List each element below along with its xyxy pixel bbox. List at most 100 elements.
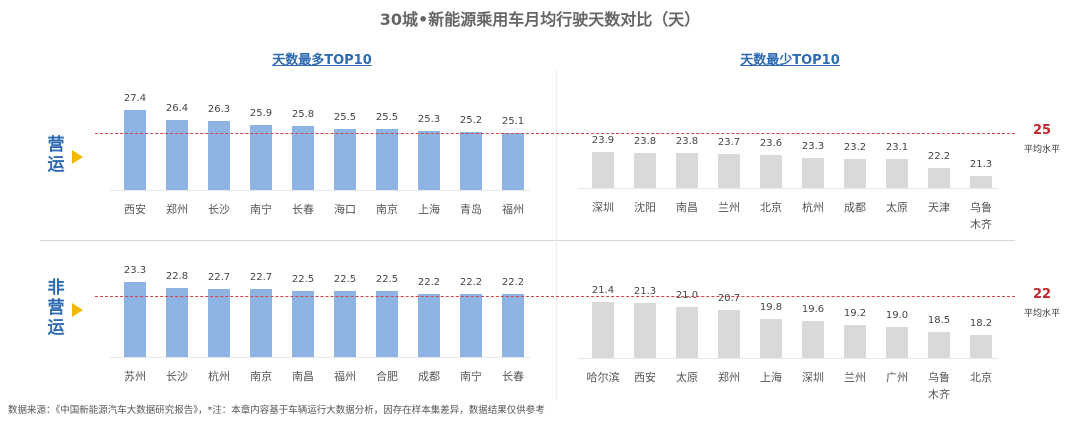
category-label: 南宁 — [460, 370, 482, 383]
data-label: 22.5 — [291, 274, 315, 285]
bar — [676, 153, 698, 188]
data-label: 25.3 — [417, 114, 441, 125]
category-label: 哈尔滨 — [586, 371, 620, 384]
average-line-commercial — [95, 133, 1015, 134]
subtitle-least: 天数最少TOP10 — [740, 53, 840, 68]
bar — [460, 132, 482, 190]
bar — [592, 152, 614, 188]
bar — [718, 153, 740, 188]
category-label: 西安 — [124, 203, 146, 216]
row-divider — [40, 240, 1015, 241]
data-label: 19.0 — [885, 310, 909, 322]
bar — [376, 129, 398, 190]
bar — [292, 126, 314, 190]
category-label: 南京 — [376, 203, 398, 216]
category-label: 太原 — [886, 201, 908, 214]
row-label-noncommercial: 非营运 — [47, 278, 65, 338]
category-label: 成都 — [418, 370, 440, 383]
x-axis-baseline — [578, 188, 998, 189]
average-value: 22 — [1032, 287, 1052, 302]
category-label: 北京 — [970, 371, 992, 384]
category-label: 长沙 — [208, 203, 230, 216]
category-label: 深圳 — [592, 201, 614, 214]
data-label: 26.3 — [207, 104, 231, 115]
bar — [250, 125, 272, 190]
bar — [334, 129, 356, 190]
data-label: 22.8 — [165, 270, 189, 282]
category-label: 西安 — [634, 371, 656, 384]
bar — [928, 332, 950, 358]
data-label: 25.8 — [291, 109, 315, 120]
category-label: 杭州 — [208, 370, 230, 383]
category-label: 海口 — [334, 203, 356, 216]
data-label: 21.3 — [633, 286, 657, 298]
bar — [760, 154, 782, 188]
category-label: 杭州 — [802, 201, 824, 214]
data-label: 23.1 — [885, 142, 909, 154]
category-label: 南昌 — [676, 201, 698, 214]
bar — [208, 288, 230, 357]
category-label: 兰州 — [718, 201, 740, 214]
category-label: 长沙 — [166, 370, 188, 383]
bar — [502, 294, 524, 357]
bar — [802, 157, 824, 188]
x-axis-baseline — [110, 190, 530, 191]
category-label: 南昌 — [292, 370, 314, 383]
data-label: 27.4 — [123, 93, 147, 104]
data-label: 23.6 — [759, 137, 783, 149]
x-axis-baseline — [110, 357, 530, 358]
bar — [334, 291, 356, 357]
bar — [928, 167, 950, 188]
bar — [592, 302, 614, 358]
bar — [502, 133, 524, 190]
bar — [844, 158, 866, 188]
bar — [802, 320, 824, 358]
data-label: 26.4 — [165, 103, 189, 114]
category-label: 南京 — [250, 370, 272, 383]
data-label: 18.5 — [927, 315, 951, 327]
data-label: 21.0 — [675, 289, 699, 301]
data-label: 23.3 — [123, 265, 147, 277]
data-label: 25.5 — [375, 112, 399, 123]
category-label: 成都 — [844, 201, 866, 214]
data-label: 22.2 — [927, 150, 951, 162]
bar — [292, 291, 314, 357]
bar — [166, 287, 188, 357]
category-label: 青岛 — [460, 203, 482, 216]
data-label: 23.3 — [801, 140, 825, 152]
category-label: 广州 — [886, 371, 908, 384]
bar — [970, 335, 992, 358]
data-label: 22.2 — [501, 277, 525, 289]
data-label: 22.5 — [375, 274, 399, 285]
bar — [208, 121, 230, 190]
data-label: 22.7 — [249, 271, 273, 283]
category-label: 南宁 — [250, 203, 272, 216]
category-label: 沈阳 — [634, 201, 656, 214]
subtitle-most: 天数最多TOP10 — [272, 53, 372, 68]
average-line-noncommercial — [95, 296, 1015, 297]
bar — [970, 176, 992, 188]
data-label: 23.2 — [843, 141, 867, 153]
bar — [760, 318, 782, 358]
bar — [634, 303, 656, 358]
bar — [886, 159, 908, 188]
data-label: 23.7 — [717, 136, 741, 148]
bar — [124, 282, 146, 357]
category-label: 兰州 — [844, 371, 866, 384]
category-label: 郑州 — [718, 371, 740, 384]
category-label: 福州 — [502, 203, 524, 216]
average-label: 平均水平 — [1023, 145, 1060, 155]
data-label: 22.2 — [459, 277, 483, 289]
data-label: 19.8 — [759, 301, 783, 313]
category-label: 长春 — [292, 203, 314, 216]
data-label: 20.7 — [717, 292, 741, 304]
category-label: 郑州 — [166, 203, 188, 216]
chart-title: 30城•新能源乘用车月均行驶天数对比（天） — [379, 10, 701, 29]
data-label: 25.1 — [501, 116, 525, 127]
data-label: 19.6 — [801, 303, 825, 315]
category-label: 上海 — [760, 371, 782, 384]
category-label: 合肥 — [376, 370, 398, 383]
data-label: 25.5 — [333, 112, 357, 123]
bar — [166, 120, 188, 190]
average-value: 25 — [1032, 123, 1052, 138]
